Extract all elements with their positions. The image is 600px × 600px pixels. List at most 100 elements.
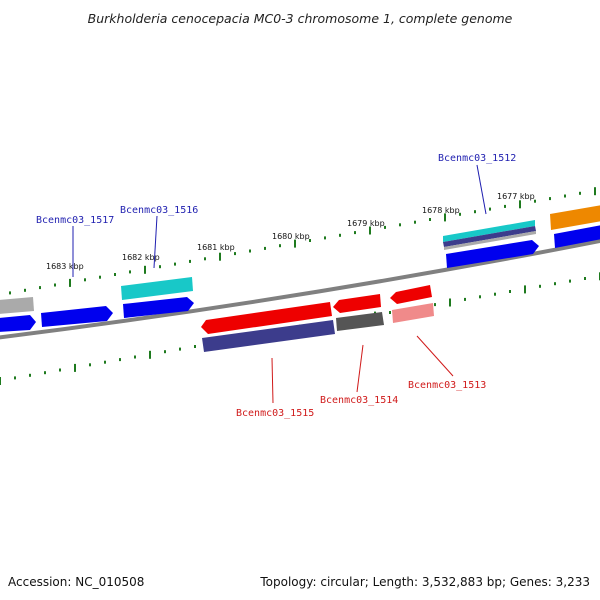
tick-label-1679-kbp: 1679 kbp [347, 219, 385, 228]
inner-tick-mark [539, 284, 541, 288]
gene-feature-orange[interactable] [550, 205, 600, 230]
tick-label-1681-kbp: 1681 kbp [197, 243, 235, 252]
outer-tick-mark [339, 233, 341, 237]
gene-feature-gray-left[interactable] [0, 297, 34, 314]
gene-feature-red-1513[interactable] [390, 285, 432, 304]
outer-tick-mark [159, 265, 161, 269]
tick-label-1683-kbp: 1683 kbp [46, 262, 84, 271]
outer-tick-mark [279, 244, 281, 248]
gene-label-bcenmc03-1512[interactable]: Bcenmc03_1512 [438, 153, 516, 164]
inner-tick-mark [584, 277, 586, 280]
outer-tick-mark [294, 239, 296, 248]
outer-tick-mark [519, 200, 521, 209]
gene-feature-blue-2[interactable] [41, 306, 113, 327]
inner-tick-mark [449, 298, 451, 307]
outer-tick-mark [549, 197, 551, 201]
gene-feature-cyan-1512[interactable] [443, 220, 535, 242]
gene-feature-blue-right[interactable] [446, 240, 539, 268]
outer-tick-mark [99, 275, 101, 279]
inner-tick-mark [14, 376, 16, 380]
leader-line-bcenmc03-1513 [416, 335, 454, 377]
outer-tick-mark [399, 223, 401, 227]
outer-tick-mark [174, 262, 176, 266]
outer-tick-mark [429, 218, 431, 221]
outer-tick-mark [534, 199, 536, 203]
leader-line-bcenmc03-1516 [153, 215, 158, 269]
outer-tick-mark [444, 213, 446, 222]
outer-tick-mark [39, 286, 41, 290]
gene-feature-red-1514[interactable] [333, 294, 381, 313]
outer-tick-mark [24, 288, 26, 292]
plus-strand-features [0, 205, 600, 332]
outer-tick-mark [234, 252, 236, 256]
genome-summary-text: Topology: circular; Length: 3,532,883 bp… [259, 575, 590, 589]
inner-tick-mark [44, 371, 46, 375]
outer-tick-mark [504, 204, 506, 208]
leader-line-bcenmc03-1514 [356, 344, 364, 393]
inner-tick-mark [509, 290, 511, 293]
inner-tick-mark [134, 355, 136, 359]
gene-feature-blue-3[interactable] [123, 297, 194, 318]
inner-tick-mark [434, 303, 436, 307]
gene-label-bcenmc03-1514[interactable]: Bcenmc03_1514 [320, 395, 398, 406]
gene-feature-cyan-1516[interactable] [121, 277, 193, 300]
outer-tick-mark [414, 220, 416, 224]
gene-feature-pink-1513[interactable] [392, 303, 434, 323]
inner-tick-mark [479, 295, 481, 299]
inner-tick-mark [389, 311, 391, 314]
outer-tick-mark [204, 257, 206, 261]
outer-tick-mark [579, 191, 581, 195]
outer-tick-mark [129, 270, 131, 274]
gene-label-bcenmc03-1515[interactable]: Bcenmc03_1515 [236, 408, 314, 419]
gene-label-bcenmc03-1516[interactable]: Bcenmc03_1516 [120, 205, 198, 216]
outer-tick-mark [144, 265, 146, 274]
accession-text: Accession: NC_010508 [8, 575, 144, 589]
leader-line-bcenmc03-1515 [271, 357, 274, 404]
outer-tick-mark [249, 249, 251, 253]
gene-feature-blue-far-right[interactable] [554, 225, 600, 248]
gene-feature-navy-1515[interactable] [202, 320, 335, 352]
gene-label-bcenmc03-1513[interactable]: Bcenmc03_1513 [408, 380, 486, 391]
leader-line-bcenmc03-1512 [476, 164, 487, 215]
inner-tick-mark [59, 368, 61, 372]
gene-feature-gray-stack[interactable] [444, 231, 536, 250]
inner-tick-mark [164, 350, 166, 354]
inner-tick-mark [179, 347, 181, 351]
inner-tick-mark [569, 279, 571, 283]
outer-tick-mark [9, 291, 11, 295]
outer-tick-mark [324, 236, 326, 240]
outer-tick-mark [354, 231, 356, 235]
inner-tick-mark [104, 360, 106, 364]
gene-feature-darkgray-1514[interactable] [336, 312, 384, 331]
tick-label-1678-kbp: 1678 kbp [422, 206, 460, 215]
gene-feature-blue-1[interactable] [0, 315, 36, 332]
inner-tick-mark [524, 285, 526, 294]
minus-strand-features [201, 285, 434, 352]
gene-label-bcenmc03-1517[interactable]: Bcenmc03_1517 [36, 215, 114, 226]
inner-tick-mark [494, 292, 496, 296]
inner-tick-mark [29, 373, 31, 377]
outer-tick-mark [219, 252, 221, 261]
outer-tick-mark [54, 283, 56, 287]
chromosome-backbone [0, 238, 600, 340]
outer-tick-mark [309, 239, 311, 242]
inner-tick-mark [74, 363, 76, 372]
tick-label-1677-kbp: 1677 kbp [497, 192, 535, 201]
outer-tick-mark [369, 226, 371, 235]
gene-feature-red-1515[interactable] [201, 302, 332, 334]
map-title: Burkholderia cenocepacia MC0-3 chromosom… [88, 11, 513, 26]
inner-tick-mark [89, 363, 91, 367]
gene-feature-navy-stack[interactable] [443, 226, 536, 247]
outer-tick-mark [384, 225, 386, 229]
outer-tick-mark [264, 246, 266, 250]
inner-tick-mark [149, 350, 151, 359]
outer-tick-mark [489, 207, 491, 211]
outer-tick-mark [474, 210, 476, 214]
outer-tick-mark [594, 187, 596, 196]
inner-tick-mark [554, 282, 556, 286]
tick-label-1680-kbp: 1680 kbp [272, 232, 310, 241]
inner-tick-mark [119, 358, 121, 362]
inner-tick-mark [194, 345, 196, 348]
outer-tick-mark [84, 278, 86, 282]
